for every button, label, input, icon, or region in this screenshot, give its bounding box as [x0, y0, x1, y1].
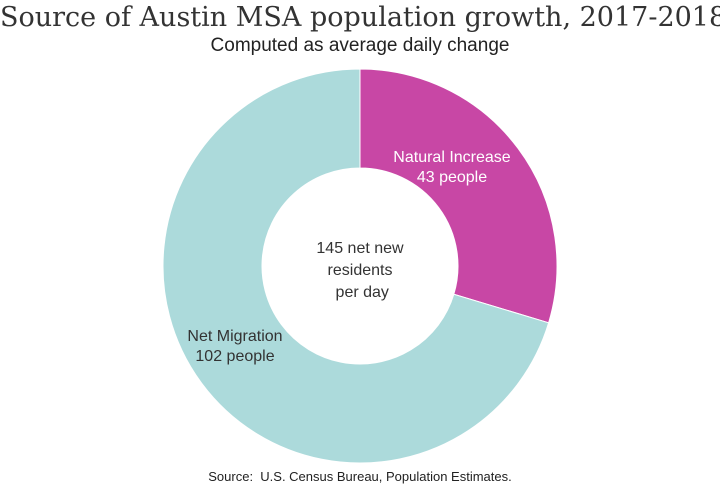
slice-net-migration [162, 68, 550, 464]
slice-name: Natural Increase [393, 149, 510, 166]
slice-natural-increase [359, 68, 558, 324]
chart-title: Source of Austin MSA population growth, … [0, 2, 720, 33]
slice-label-net-migration: Net Migration 102 people [187, 328, 282, 365]
slice-value-label: 102 people [195, 348, 274, 365]
slice-value-label: 43 people [417, 169, 487, 186]
center-label-line: 145 net new [316, 240, 404, 257]
center-label-line: residents [328, 262, 393, 279]
source-note: Source: U.S. Census Bureau, Population E… [208, 469, 512, 484]
slice-label-natural-increase: Natural Increase 43 people [393, 149, 510, 186]
chart-subtitle: Computed as average daily change [210, 35, 510, 56]
slice-name: Net Migration [187, 328, 282, 345]
center-label-line: per day [331, 284, 389, 301]
center-label: 145 net new residents per day [316, 240, 404, 301]
